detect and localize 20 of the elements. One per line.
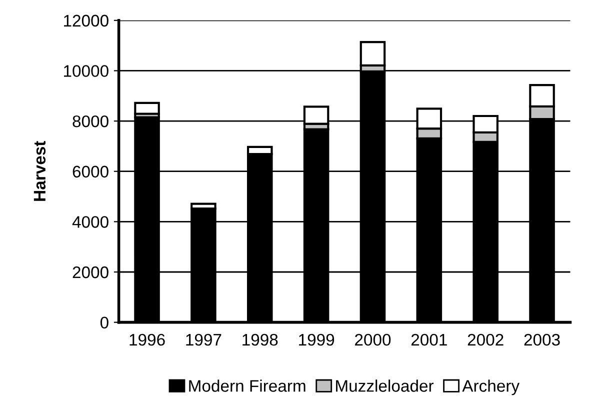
x-tick-label: 1996 xyxy=(130,334,165,346)
y-tick-label: 0 xyxy=(100,316,108,329)
x-tick-label: 1997 xyxy=(186,334,222,346)
x-tick-label: 2002 xyxy=(468,334,504,346)
x-tick-label: 2001 xyxy=(411,334,447,346)
legend-label: Muzzleloader xyxy=(336,380,434,392)
y-axis-title: Harvest xyxy=(34,140,46,201)
y-tick-label: 8000 xyxy=(72,115,108,128)
legend-label: Archery xyxy=(462,380,520,396)
x-tick-label: 1999 xyxy=(299,334,334,346)
x-tick-label: 2003 xyxy=(524,334,560,346)
y-tick-label: 6000 xyxy=(72,166,108,178)
y-tick-label: 2000 xyxy=(72,266,108,278)
bar xyxy=(134,102,160,115)
legend-label: Modern Firearm xyxy=(189,380,306,392)
x-tick-label: 1998 xyxy=(242,334,278,346)
y-tick-label: 4000 xyxy=(72,216,108,228)
y-tick-label: 12000 xyxy=(64,14,108,27)
y-tick-label: 10000 xyxy=(64,65,108,77)
x-tick-label: 2000 xyxy=(355,334,391,346)
